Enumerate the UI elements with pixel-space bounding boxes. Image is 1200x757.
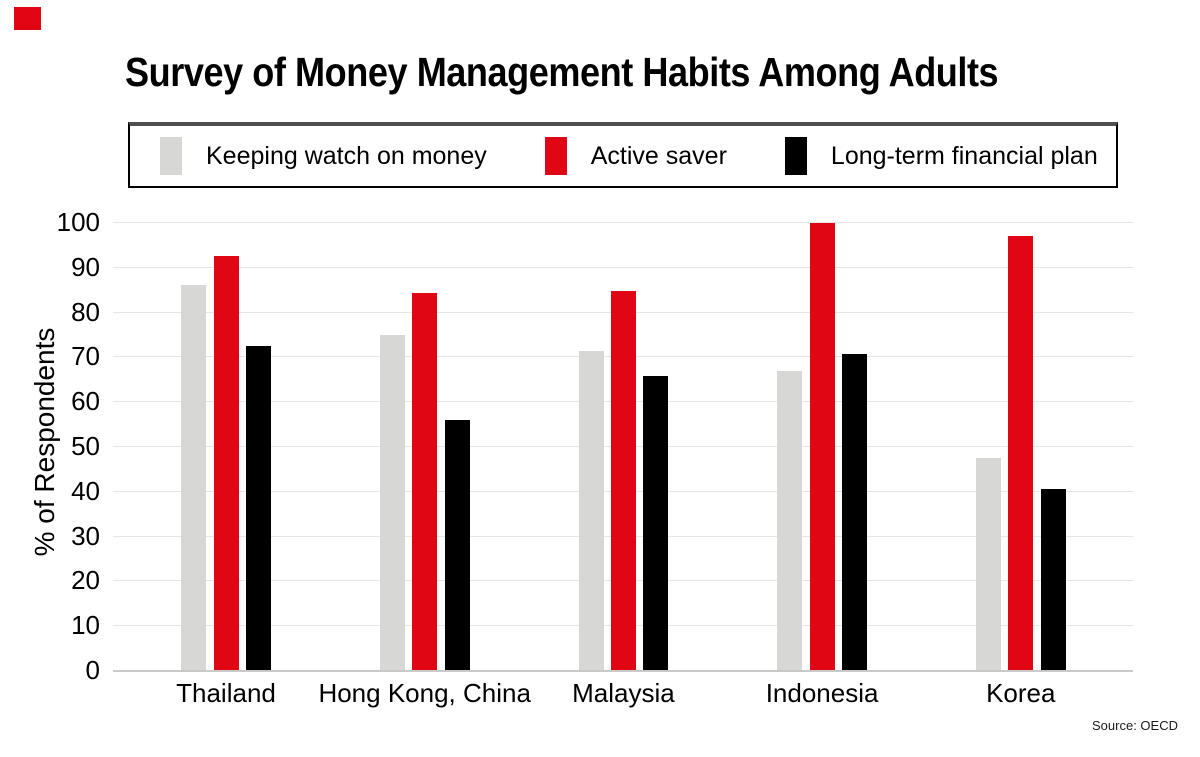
x-category-label-indonesia: Indonesia — [765, 678, 879, 708]
bar-long-term-financial-plan-thailand — [245, 345, 271, 670]
bar-keeping-watch-on-money-korea — [976, 458, 1001, 670]
x-category-label-thailand: Thailand — [176, 678, 276, 708]
chart-title: Survey of Money Management Habits Among … — [125, 49, 999, 95]
legend-label: Long-term financial plan — [830, 141, 1098, 170]
legend-swatch-active-saver — [544, 137, 567, 175]
y-tick-label: 80 — [71, 296, 100, 327]
x-category-label-malaysia: Malaysia — [572, 678, 675, 708]
legend: Keeping watch on money Active saver Long-t… — [128, 122, 1118, 188]
y-tick-label: 90 — [71, 251, 100, 282]
bar-active-saver-korea — [1008, 235, 1034, 670]
y-tick-label: 60 — [71, 386, 100, 417]
legend-item-active-saver: Active saver — [544, 137, 727, 175]
y-tick-label: 10 — [71, 610, 100, 641]
legend-swatch-keeping-watch-on-money — [160, 137, 182, 175]
bar-keeping-watch-on-money-thailand — [181, 284, 207, 670]
legend-item-keeping-watch-on-money: Keeping watch on money — [160, 137, 487, 175]
bar-keeping-watch-on-money-malaysia — [578, 351, 604, 670]
y-tick-label: 100 — [56, 207, 100, 237]
y-tick-label: 50 — [71, 431, 100, 461]
y-tick-label: 70 — [71, 341, 100, 372]
gridline — [113, 222, 1133, 223]
y-tick-label: 40 — [71, 475, 100, 506]
x-axis-baseline — [113, 670, 1133, 672]
y-tick-label: 30 — [71, 520, 100, 551]
bar-active-saver-malaysia — [610, 291, 636, 670]
bar-long-term-financial-plan-malaysia — [643, 375, 669, 670]
bar-long-term-financial-plan-korea — [1040, 489, 1066, 670]
y-tick-label: 20 — [71, 565, 100, 596]
x-category-label-hong-kong-china: Hong Kong, China — [318, 678, 531, 708]
bar-keeping-watch-on-money-indonesia — [777, 370, 803, 670]
brand-mark-red-square — [14, 7, 41, 30]
bar-long-term-financial-plan-hong-kong-china — [444, 420, 470, 670]
bar-long-term-financial-plan-indonesia — [841, 353, 867, 670]
legend-item-long-term-financial-plan: Long-term financial plan — [784, 137, 1098, 175]
y-axis-title: % of Respondents — [29, 327, 60, 557]
bar-active-saver-hong-kong-china — [412, 293, 438, 670]
x-category-label-korea: Korea — [986, 678, 1056, 708]
source-note: Source: OECD — [1092, 718, 1178, 733]
gridline — [113, 266, 1133, 268]
bar-keeping-watch-on-money-hong-kong-china — [379, 334, 405, 670]
legend-swatch-long-term-financial-plan — [784, 137, 807, 175]
legend-label: Active saver — [590, 141, 727, 170]
bar-active-saver-indonesia — [809, 222, 835, 670]
bar-active-saver-thailand — [213, 255, 239, 670]
legend-label: Keeping watch on money — [206, 141, 487, 170]
y-tick-label: 0 — [85, 655, 100, 685]
